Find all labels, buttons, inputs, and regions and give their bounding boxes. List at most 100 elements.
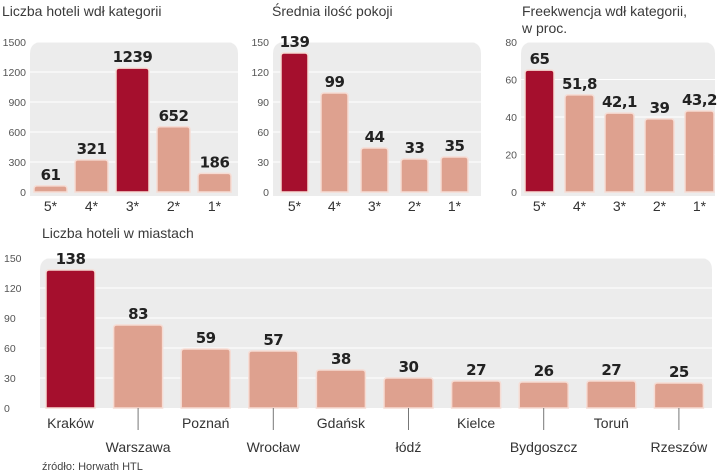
y-tick-label: 0 xyxy=(263,187,269,199)
category-label: 2* xyxy=(408,198,422,214)
y-tick-label: 300 xyxy=(8,157,26,169)
bar xyxy=(644,118,675,193)
bar xyxy=(518,381,569,409)
category-label: 2* xyxy=(167,198,181,214)
chart-title: Liczba hoteli w miastach xyxy=(42,225,194,241)
y-tick-label: 60 xyxy=(505,75,517,87)
bar xyxy=(33,185,68,193)
value-label: 27 xyxy=(601,361,621,379)
chart-title-line: w proc. xyxy=(521,20,567,36)
value-label: 1239 xyxy=(113,48,153,66)
chart-4: Liczba hoteli w miastach 0 30 60 90 120 150 138… xyxy=(4,225,712,455)
y-tick-label: 120 xyxy=(251,67,269,79)
value-label: 26 xyxy=(534,362,554,380)
category-label: Bydgoszcz xyxy=(510,439,578,455)
category-label: 3* xyxy=(368,198,382,214)
bar xyxy=(400,158,429,193)
y-tick-label: 40 xyxy=(505,112,517,124)
bar xyxy=(684,110,715,193)
category-label: 4* xyxy=(328,198,342,214)
bar xyxy=(180,348,231,409)
bar xyxy=(440,156,469,193)
y-tick-label: 60 xyxy=(4,343,16,355)
y-tick-label: 900 xyxy=(8,97,26,109)
category-label: Gdańsk xyxy=(317,415,366,431)
bar xyxy=(315,369,367,409)
value-label: 39 xyxy=(650,99,670,117)
value-label: 30 xyxy=(399,358,419,376)
value-label: 44 xyxy=(365,128,385,146)
value-label: 33 xyxy=(405,139,425,157)
category-label: Poznań xyxy=(182,415,229,431)
category-label: 5* xyxy=(288,198,302,214)
bar xyxy=(74,159,109,193)
bar xyxy=(248,350,299,409)
category-label: Warszawa xyxy=(106,439,171,455)
category-label: Wrocław xyxy=(247,439,301,455)
category-label: 5* xyxy=(533,198,547,214)
y-tick-label: 150 xyxy=(4,253,22,265)
category-label: 3* xyxy=(613,198,627,214)
value-label: 321 xyxy=(77,140,107,158)
value-label: 65 xyxy=(530,50,550,68)
category-label: 4* xyxy=(85,198,99,214)
y-tick-label: 0 xyxy=(4,403,10,415)
category-label: 1* xyxy=(693,198,707,214)
bar xyxy=(360,147,389,193)
category-label: 5* xyxy=(44,198,58,214)
chart-3: Freekwencja wdł kategorii,w proc. 0 20 40 60… xyxy=(505,3,717,214)
bar xyxy=(45,269,96,409)
y-tick-label: 150 xyxy=(251,37,269,49)
value-label: 42,1 xyxy=(602,93,637,111)
value-label: 186 xyxy=(200,153,230,171)
bar xyxy=(280,52,309,193)
value-label: 59 xyxy=(196,329,216,347)
y-tick-label: 1200 xyxy=(3,67,27,79)
category-label: Rzeszów xyxy=(651,439,709,455)
bar xyxy=(383,377,434,409)
category-label: 1* xyxy=(208,198,222,214)
value-label: 27 xyxy=(466,361,486,379)
value-label: 652 xyxy=(159,107,189,125)
category-label: łódź xyxy=(396,439,422,455)
y-tick-label: 90 xyxy=(257,97,269,109)
value-label: 138 xyxy=(56,250,86,268)
bar xyxy=(112,324,164,409)
y-tick-label: 80 xyxy=(505,37,517,49)
chart-title: Liczba hoteli wdł kategorii xyxy=(2,3,162,19)
value-label: 35 xyxy=(445,137,465,155)
y-tick-label: 90 xyxy=(4,313,16,325)
category-label: Kraków xyxy=(47,415,95,431)
bar xyxy=(653,382,705,409)
value-label: 61 xyxy=(41,166,61,184)
category-label: 1* xyxy=(448,198,462,214)
y-tick-label: 30 xyxy=(4,373,16,385)
y-tick-label: 20 xyxy=(505,150,517,162)
category-label: 3* xyxy=(126,198,140,214)
bar xyxy=(586,380,637,409)
y-tick-label: 120 xyxy=(4,283,22,295)
chart-1: Liczba hoteli wdł kategorii 0 300 600 900 120… xyxy=(2,3,238,214)
y-tick-label: 30 xyxy=(257,157,269,169)
value-label: 38 xyxy=(331,350,351,368)
chart-title: Średnia ilość pokoji xyxy=(272,2,393,19)
category-label: 4* xyxy=(573,198,587,214)
bar xyxy=(197,172,232,193)
bar xyxy=(450,380,502,409)
y-tick-label: 60 xyxy=(257,127,269,139)
y-tick-label: 1500 xyxy=(3,37,27,49)
category-label: Toruń xyxy=(594,415,629,431)
bar xyxy=(564,94,595,193)
bar xyxy=(524,69,555,193)
y-tick-label: 600 xyxy=(8,127,26,139)
chart-title-line: Freekwencja wdł kategorii, xyxy=(522,3,687,19)
chart-2: Średnia ilość pokoji 0 30 60 90 120 150 139 5* 99… xyxy=(251,2,481,214)
bar xyxy=(320,92,349,193)
value-label: 51,8 xyxy=(562,75,597,93)
y-tick-label: 0 xyxy=(20,187,26,199)
category-label: 2* xyxy=(653,198,667,214)
value-label: 83 xyxy=(128,305,148,323)
bar xyxy=(156,126,191,193)
category-label: Kielce xyxy=(457,415,495,431)
